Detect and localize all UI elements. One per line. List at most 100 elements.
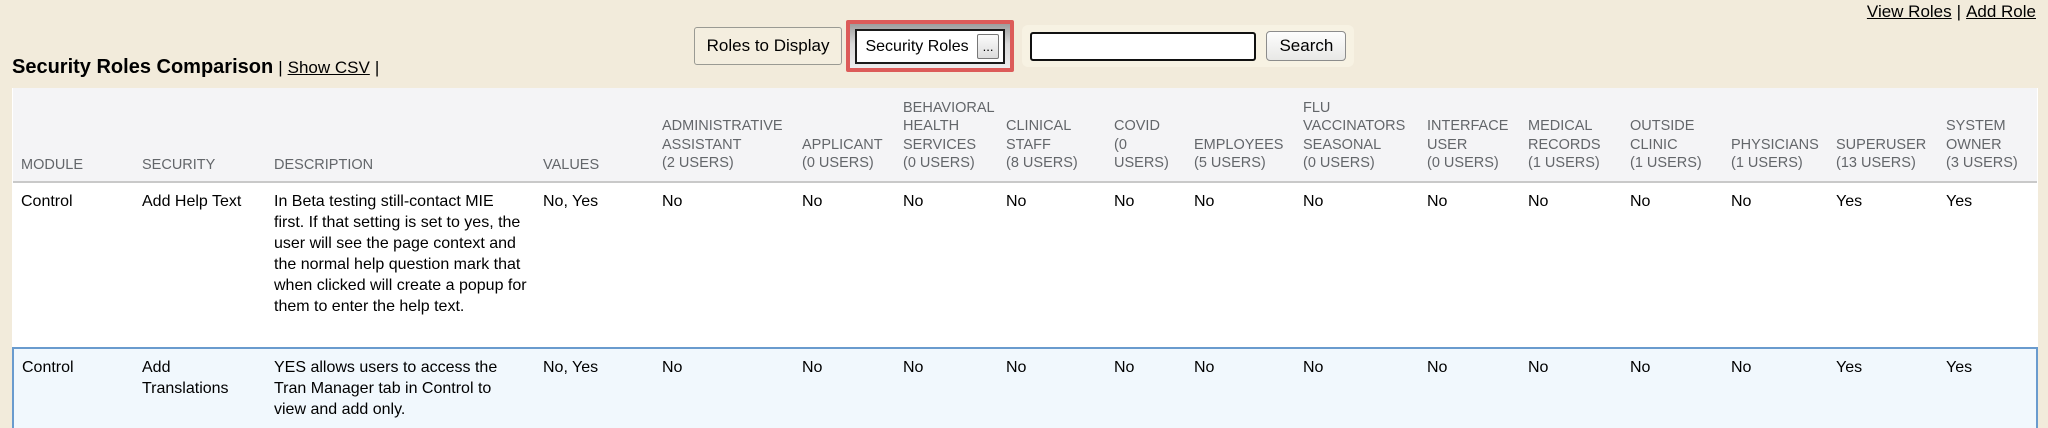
cell-role-value: No [802, 193, 823, 210]
cell-values: No, Yes [535, 347, 654, 428]
column-header-security: SECURITY [134, 88, 266, 183]
role-user-count: (0 USERS) [1114, 136, 1169, 172]
role-user-count: (1 USERS) [1731, 155, 1803, 172]
search-button[interactable]: Search [1266, 31, 1347, 61]
search-input[interactable] [1030, 31, 1257, 61]
cell-role-value: No [1723, 347, 1828, 428]
cell-role-value: Yes [1836, 193, 1863, 210]
column-header-role: COVID (0 USERS) [1106, 88, 1186, 183]
role-user-count: (0 USERS) [1303, 155, 1375, 172]
ellipsis-button[interactable]: ... [976, 34, 1000, 59]
roles-to-display-button[interactable]: Roles to Display [693, 27, 843, 65]
role-user-count: (13 USERS) [1836, 155, 1916, 172]
cell-role-value: No [1419, 347, 1520, 428]
cell-role-value: Yes [1946, 193, 1973, 210]
role-user-count: (1 USERS) [1630, 155, 1702, 172]
column-header-values: VALUES [535, 88, 654, 183]
role-user-count: (3 USERS) [1946, 155, 2018, 172]
page-title: Security Roles Comparison [12, 56, 274, 78]
cell-role-value: Yes [1938, 347, 2038, 428]
role-name: FLU VACCINATORS SEASONAL [1303, 99, 1406, 153]
cell-role-value: No [654, 347, 794, 428]
table-header: MODULE SECURITY DESCRIPTION VALUES ADMINISTR… [13, 88, 2037, 183]
column-header-role: FLU VACCINATORS SEASONAL (0 USERS) [1295, 88, 1419, 183]
cell-role-value: No [1186, 347, 1295, 428]
roles-filter-highlight: Security Roles ... [846, 20, 1015, 72]
title-separator-left: | [278, 58, 283, 77]
cell-security: Add Translations [134, 347, 266, 428]
cell-role-value: No [1630, 193, 1651, 210]
role-name: SUPERUSER [1836, 136, 1927, 153]
cell-role-value: No [998, 347, 1106, 428]
header-row: MODULE SECURITY DESCRIPTION VALUES ADMINISTR… [13, 88, 2037, 183]
role-user-count: (5 USERS) [1194, 155, 1266, 172]
role-name: BEHAVIORAL HEALTH SERVICES [903, 99, 995, 153]
column-header-role: APPLICANT (0 USERS) [794, 88, 895, 183]
cell-values: No, Yes [543, 193, 599, 210]
add-role-link[interactable]: Add Role [1966, 2, 2036, 21]
cell-role-value: No [895, 347, 998, 428]
cell-role-value: No [1194, 193, 1215, 210]
top-right-links: View Roles | Add Role [1867, 2, 2036, 22]
role-user-count: (0 USERS) [903, 155, 975, 172]
column-header-role: ADMINISTRATIVE ASSISTANT (2 USERS) [654, 88, 794, 183]
cell-role-value: No [1114, 193, 1135, 210]
cell-role-value: No [1528, 193, 1549, 210]
roles-filter-select[interactable]: Security Roles ... [855, 29, 1006, 64]
column-header-role: PHYSICIANS (1 USERS) [1723, 88, 1828, 183]
roles-filter-value: Security Roles [865, 37, 969, 55]
role-name: SYSTEM OWNER [1946, 118, 2006, 153]
role-name: EMPLOYEES [1194, 136, 1284, 153]
role-user-count: (8 USERS) [1006, 155, 1078, 172]
cell-role-value: No [903, 193, 924, 210]
cell-role-value: No [1731, 193, 1752, 210]
search-panel: Search [1022, 25, 1355, 67]
title-separator-right: | [374, 58, 380, 77]
table-row: Control Add Help Text In Beta testing stil… [13, 182, 2037, 348]
role-user-count: (2 USERS) [662, 155, 734, 172]
cell-role-value: No [794, 347, 895, 428]
cell-role-value: No [1622, 347, 1723, 428]
view-roles-link[interactable]: View Roles [1866, 2, 1952, 21]
role-name: COVID [1114, 118, 1160, 135]
toolbar: Roles to Display Security Roles ... Sear… [0, 20, 2048, 72]
cell-role-value: No [662, 193, 683, 210]
cell-role-value: Yes [1828, 347, 1938, 428]
role-user-count: (0 USERS) [1427, 155, 1499, 172]
table-row: Control Add Translations YES allows users … [12, 347, 2038, 428]
cell-module: Control [12, 347, 134, 428]
role-user-count: (1 USERS) [1528, 155, 1600, 172]
role-name: INTERFACE USER [1427, 118, 1509, 153]
column-header-description: DESCRIPTION [266, 88, 535, 183]
cell-description: YES allows users to access the Tran Mana… [266, 347, 535, 428]
role-name: CLINICAL STAFF [1006, 118, 1071, 153]
column-header-role: MEDICAL RECORDS (1 USERS) [1520, 88, 1622, 183]
table-body: Control Add Help Text In Beta testing stil… [12, 182, 2038, 428]
column-header-module: MODULE [13, 88, 134, 183]
role-name: ADMINISTRATIVE ASSISTANT [662, 118, 783, 153]
security-roles-comparison-table: MODULE SECURITY DESCRIPTION VALUES ADMINISTR… [12, 88, 2038, 428]
column-header-role: OUTSIDE CLINIC (1 USERS) [1622, 88, 1723, 183]
cell-role-value: No [1106, 347, 1186, 428]
cell-module: Control [21, 193, 73, 210]
cell-role-value: No [1006, 193, 1027, 210]
column-header-role: SYSTEM OWNER (3 USERS) [1938, 88, 2037, 183]
cell-role-value: No [1520, 347, 1622, 428]
cell-role-value: No [1427, 193, 1448, 210]
role-user-count: (0 USERS) [802, 155, 874, 172]
role-name: PHYSICIANS [1731, 136, 1819, 153]
cell-role-value: No [1295, 347, 1419, 428]
column-header-role: EMPLOYEES (5 USERS) [1186, 88, 1295, 183]
role-name: MEDICAL RECORDS [1528, 118, 1601, 153]
show-csv-link[interactable]: Show CSV [287, 58, 370, 77]
role-name: OUTSIDE CLINIC [1630, 118, 1695, 153]
cell-role-value: No [1303, 193, 1324, 210]
cell-security: Add Help Text [142, 193, 242, 210]
column-header-role: CLINICAL STAFF (8 USERS) [998, 88, 1106, 183]
role-name: APPLICANT [802, 136, 883, 153]
links-separator: | [1956, 2, 1962, 21]
title-row: Security Roles Comparison | Show CSV | [12, 56, 384, 79]
column-header-role: BEHAVIORAL HEALTH SERVICES (0 USERS) [895, 88, 998, 183]
column-header-role: SUPERUSER (13 USERS) [1828, 88, 1938, 183]
